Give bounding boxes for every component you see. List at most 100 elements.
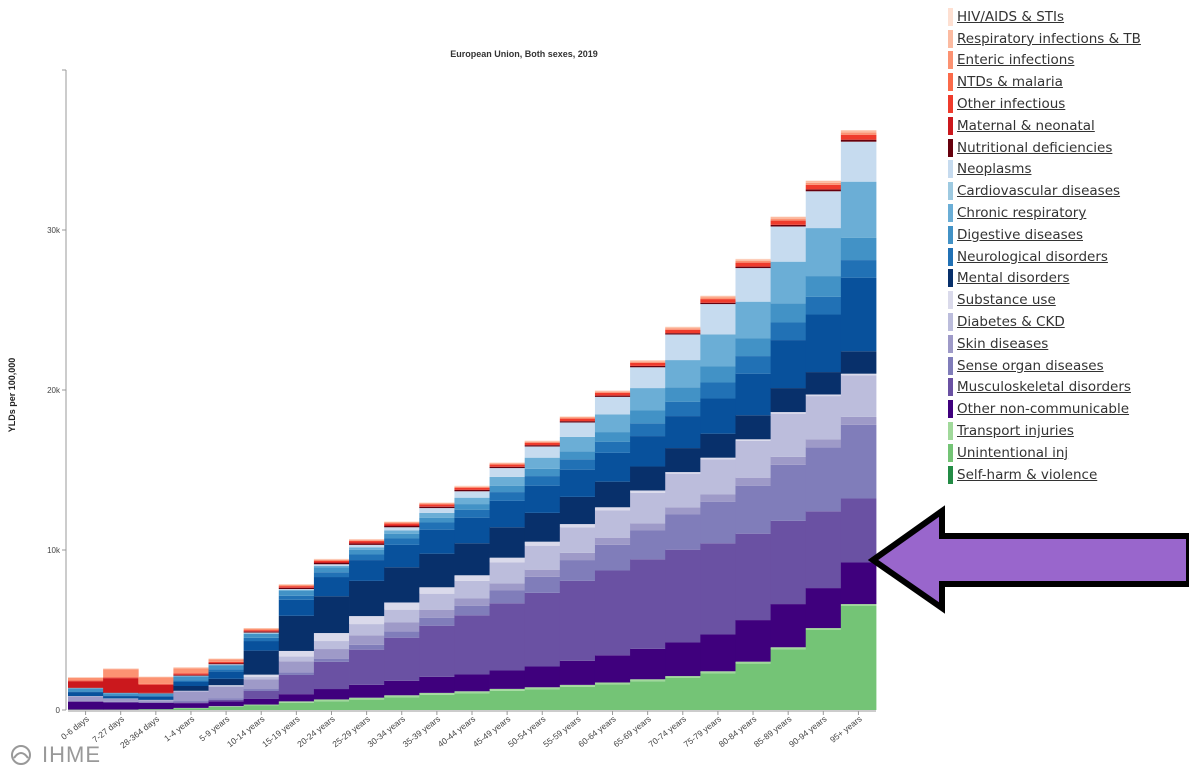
bar-segment[interactable]: [630, 679, 666, 682]
bar-segment[interactable]: [243, 632, 280, 634]
legend-item[interactable]: Mental disorders: [948, 268, 1183, 290]
legend-item[interactable]: Enteric infections: [948, 50, 1183, 72]
bar-segment[interactable]: [770, 218, 807, 221]
bar-segment[interactable]: [278, 672, 315, 675]
bar-segment[interactable]: [840, 373, 877, 376]
bar-segment[interactable]: [559, 684, 596, 687]
bar-segment[interactable]: [489, 466, 526, 469]
bar-segment[interactable]: [665, 333, 701, 335]
bar-segment[interactable]: [489, 603, 526, 671]
bar-segment[interactable]: [735, 620, 772, 662]
bar-segment[interactable]: [805, 396, 842, 440]
bar-segment[interactable]: [208, 698, 245, 700]
bar-segment[interactable]: [840, 562, 877, 605]
bar-segment[interactable]: [665, 678, 701, 710]
bar-segment[interactable]: [489, 590, 526, 604]
bar-segment[interactable]: [489, 688, 526, 691]
bar-stack[interactable]: [419, 502, 455, 710]
legend-item[interactable]: Nutritional deficiencies: [948, 137, 1183, 159]
bar-segment[interactable]: [173, 667, 209, 669]
bar-segment[interactable]: [419, 506, 455, 507]
bar-segment[interactable]: [840, 424, 877, 499]
bar-segment[interactable]: [419, 692, 455, 695]
legend-label[interactable]: Neurological disorders: [957, 248, 1108, 265]
bar-segment[interactable]: [630, 410, 666, 424]
bar-segment[interactable]: [840, 132, 877, 135]
legend-label[interactable]: Mental disorders: [957, 270, 1070, 287]
bar-segment[interactable]: [349, 624, 385, 636]
bar-segment[interactable]: [770, 647, 807, 650]
bar-segment[interactable]: [243, 631, 280, 633]
bar-segment[interactable]: [138, 709, 174, 710]
bar-segment[interactable]: [735, 266, 772, 269]
bar-segment[interactable]: [313, 641, 350, 650]
bar-segment[interactable]: [243, 641, 280, 651]
bar-segment[interactable]: [454, 580, 490, 599]
bar-segment[interactable]: [208, 686, 245, 687]
bar-segment[interactable]: [243, 679, 280, 690]
bar-segment[interactable]: [524, 569, 561, 577]
bar-segment[interactable]: [700, 297, 736, 299]
legend-item[interactable]: Sense organ diseases: [948, 355, 1183, 377]
legend-label[interactable]: NTDs & malaria: [957, 74, 1063, 91]
bar-segment[interactable]: [805, 394, 842, 397]
bar-segment[interactable]: [770, 649, 807, 710]
bar-segment[interactable]: [384, 538, 420, 545]
bar-segment[interactable]: [138, 696, 174, 700]
bar-segment[interactable]: [700, 494, 736, 502]
legend-item[interactable]: Unintentional inj: [948, 442, 1183, 464]
bar-segment[interactable]: [630, 530, 666, 560]
bar-segment[interactable]: [594, 481, 631, 508]
bar-segment[interactable]: [559, 560, 596, 581]
bar-segment[interactable]: [454, 575, 490, 581]
bar-segment[interactable]: [419, 522, 455, 530]
legend-label[interactable]: Skin diseases: [957, 335, 1049, 352]
bar-segment[interactable]: [524, 689, 561, 710]
bar-segment[interactable]: [68, 701, 104, 710]
bar-segment[interactable]: [840, 134, 877, 140]
bar-stack[interactable]: [770, 216, 807, 710]
bar-segment[interactable]: [349, 644, 385, 650]
bar-segment[interactable]: [68, 696, 104, 702]
bar-segment[interactable]: [313, 577, 350, 597]
bar-segment[interactable]: [173, 708, 209, 710]
legend-item[interactable]: Neoplasms: [948, 159, 1183, 181]
legend-label[interactable]: Chronic respiratory: [957, 205, 1087, 222]
bar-segment[interactable]: [313, 658, 350, 662]
legend-label[interactable]: Unintentional inj: [957, 444, 1069, 461]
bar-segment[interactable]: [489, 670, 526, 689]
bar-segment[interactable]: [489, 557, 526, 563]
bar-segment[interactable]: [419, 617, 455, 626]
bar-segment[interactable]: [278, 587, 315, 588]
bar-segment[interactable]: [630, 361, 666, 363]
bar-segment[interactable]: [559, 436, 596, 452]
bar-segment[interactable]: [349, 541, 385, 543]
bar-stack[interactable]: [208, 658, 245, 710]
bar-stack[interactable]: [594, 390, 631, 710]
bar-segment[interactable]: [173, 674, 209, 676]
bar-segment[interactable]: [278, 674, 315, 695]
bar-segment[interactable]: [735, 477, 772, 486]
bar-segment[interactable]: [559, 469, 596, 497]
bar-segment[interactable]: [594, 570, 631, 656]
bar-stack[interactable]: [138, 676, 174, 710]
legend-item[interactable]: Other infectious: [948, 93, 1183, 115]
bar-segment[interactable]: [700, 334, 736, 367]
legend-label[interactable]: Diabetes & CKD: [957, 314, 1065, 331]
bar-segment[interactable]: [103, 702, 139, 710]
bar-segment[interactable]: [524, 512, 561, 542]
bar-segment[interactable]: [454, 491, 490, 498]
bar-segment[interactable]: [419, 506, 455, 509]
bar-segment[interactable]: [313, 567, 350, 573]
bar-segment[interactable]: [594, 395, 631, 397]
bar-segment[interactable]: [419, 503, 455, 505]
bar-segment[interactable]: [805, 588, 842, 629]
bar-segment[interactable]: [735, 301, 772, 339]
bar-segment[interactable]: [594, 432, 631, 442]
bar-segment[interactable]: [208, 706, 245, 707]
bar-segment[interactable]: [278, 587, 315, 590]
bar-segment[interactable]: [840, 277, 877, 352]
bar-segment[interactable]: [630, 559, 666, 649]
bar-segment[interactable]: [384, 544, 420, 568]
bar-segment[interactable]: [665, 387, 701, 402]
